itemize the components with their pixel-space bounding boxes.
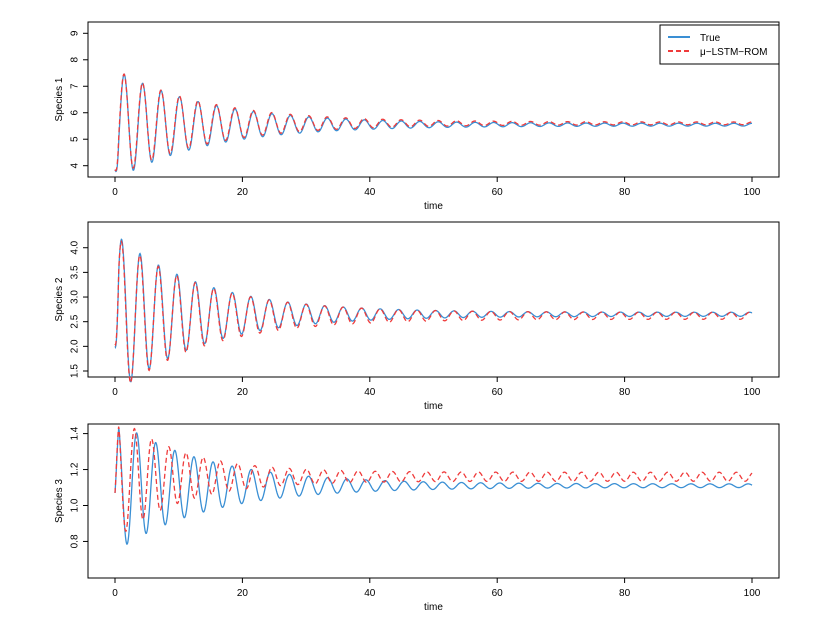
- x-tick-label: 100: [744, 588, 761, 599]
- series-line-lstm-rom: [114, 73, 753, 172]
- y-tick-label: 1.4: [70, 426, 81, 440]
- x-tick-label: 100: [744, 187, 761, 198]
- y-tick-label: 1.2: [70, 462, 81, 476]
- x-tick-label: 40: [364, 187, 376, 198]
- x-tick-label: 20: [237, 387, 249, 398]
- x-axis-title: time: [424, 401, 443, 412]
- x-tick-label: 0: [112, 588, 118, 599]
- chart-panel-2: 0 20 40 60 80 100 1.5 2.0 2.5 3.0 3.5 4.0 time Specie…: [54, 221, 780, 412]
- x-tick-label: 80: [619, 387, 631, 398]
- x-tick-label: 0: [112, 387, 118, 398]
- legend: True μ−LSTM−ROM: [659, 24, 780, 65]
- x-tick-label: 60: [492, 187, 504, 198]
- x-tick-label: 100: [744, 387, 761, 398]
- y-tick-label: 4: [70, 162, 81, 168]
- x-axis-title: time: [424, 602, 443, 613]
- y-tick-label: 9: [70, 30, 81, 36]
- legend-box: [659, 24, 780, 65]
- y-axis-title: Species 2: [54, 277, 65, 321]
- x-tick-label: 20: [237, 588, 249, 599]
- y-axis-title: Species 3: [54, 479, 65, 523]
- series-line-lstm-rom: [114, 240, 753, 384]
- y-tick-label: 5: [70, 136, 81, 142]
- y-tick-label: 7: [70, 83, 81, 89]
- x-tick-label: 60: [492, 588, 504, 599]
- x-tick-label: 20: [237, 187, 249, 198]
- x-tick-label: 80: [619, 187, 631, 198]
- y-tick-label: 3.5: [70, 265, 81, 279]
- plot-frame: [87, 423, 780, 579]
- series-line-true: [114, 428, 753, 545]
- series-line-lstm-rom: [114, 426, 753, 533]
- y-tick-label: 3.0: [70, 290, 81, 304]
- chart-panel-3: 0 20 40 60 80 100 0.8 1.0 1.2 1.4 time Species 3: [54, 423, 780, 613]
- y-tick-label: 0.8: [70, 534, 81, 548]
- y-axis-title: Species 1: [54, 77, 65, 121]
- legend-label: μ−LSTM−ROM: [700, 47, 767, 58]
- y-tick-label: 6: [70, 110, 81, 116]
- x-tick-label: 40: [364, 387, 376, 398]
- y-tick-label: 2.0: [70, 339, 81, 353]
- y-tick-label: 4.0: [70, 240, 81, 254]
- x-axis-title: time: [424, 201, 443, 212]
- x-tick-label: 0: [112, 187, 118, 198]
- y-tick-label: 1.0: [70, 498, 81, 512]
- x-tick-label: 40: [364, 588, 376, 599]
- x-tick-label: 60: [492, 387, 504, 398]
- y-tick-label: 2.5: [70, 314, 81, 328]
- x-tick-label: 80: [619, 588, 631, 599]
- y-tick-label: 8: [70, 57, 81, 63]
- legend-label: True: [700, 33, 721, 44]
- series-line-true: [114, 238, 753, 383]
- y-tick-label: 1.5: [70, 364, 81, 378]
- chart-panel-1: 0 20 40 60 80 100 4 5 6 7 8 9 time Species 1 True μ−LST…: [54, 21, 780, 212]
